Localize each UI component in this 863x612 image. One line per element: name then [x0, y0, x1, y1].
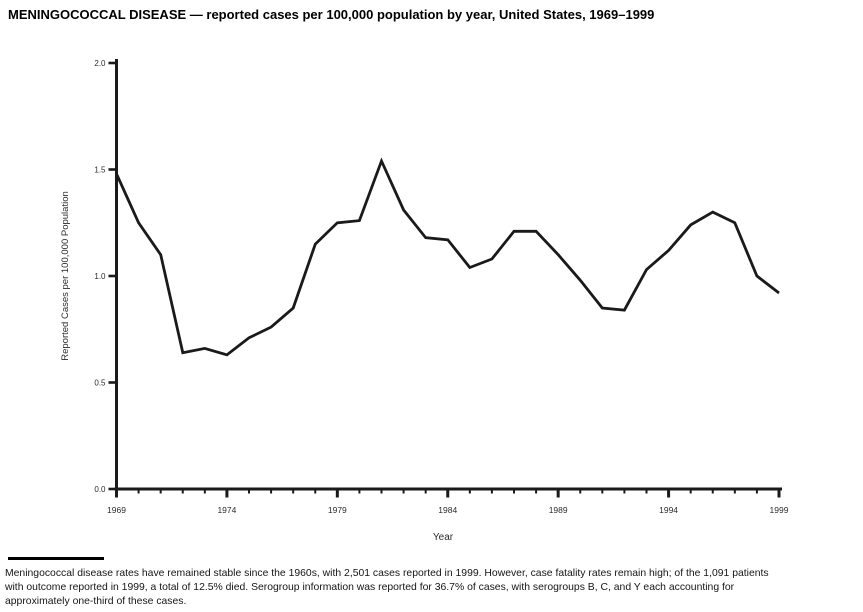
- footnote-text-line: Meningococcal disease rates have remaine…: [5, 568, 769, 579]
- footnote-rule: [8, 557, 104, 560]
- page-title: MENINGOCOCCAL DISEASE — reported cases p…: [8, 7, 655, 22]
- x-tick-label: 1969: [107, 505, 126, 515]
- x-tick-label: 1974: [217, 505, 236, 515]
- y-tick-label: 1.5: [94, 165, 106, 174]
- y-tick-label: 2.0: [94, 59, 106, 68]
- x-tick-label: 1984: [438, 505, 457, 515]
- y-tick-label: 0.0: [94, 485, 106, 494]
- y-tick-label: 0.5: [94, 378, 106, 387]
- footnote-text-line: approximately one-third of these cases.: [5, 595, 187, 607]
- y-tick-label: 1.0: [94, 272, 106, 281]
- data-line-reported-cases: [115, 157, 780, 357]
- footnote-text-line: with outcome reported in 1999, a total o…: [5, 581, 735, 593]
- x-tick-label: 1999: [770, 505, 789, 515]
- x-tick-label: 1994: [659, 505, 678, 515]
- x-axis-title: Year: [433, 532, 454, 543]
- footnote: Meningococcal disease rates have remaine…: [5, 557, 861, 609]
- x-tick-label: 1979: [328, 505, 347, 515]
- chart-plot-area: 0.0 0.5 1.0 1.5 2.0 1969 1974 1979 1984 1989 1994 1…: [94, 59, 788, 515]
- x-tick-label: 1989: [549, 505, 568, 515]
- y-axis-title: Reported Cases per 100,000 Population: [60, 191, 71, 361]
